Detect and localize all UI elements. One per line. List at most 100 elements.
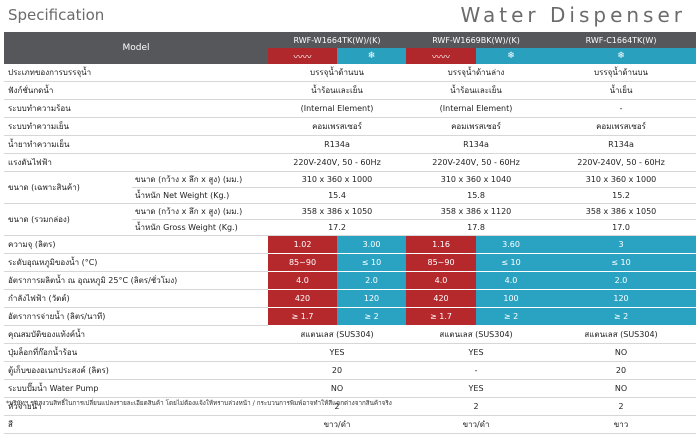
- cell: 220V-240V, 50 - 60Hz: [546, 153, 697, 172]
- cell: บรรจุน้ำด้านล่าง: [406, 64, 547, 82]
- row-label: กำลังไฟฟ้า (วัตต์): [4, 289, 268, 308]
- row-label: ความจุ (ลิตร): [4, 235, 268, 254]
- cell: 20: [268, 361, 407, 380]
- row-label: ตู้เก็บของอเนกประสงค์ (ลิตร): [4, 361, 268, 380]
- sub-label: ขนาด (กว้าง x ลึก x สูง) (มม.): [132, 203, 268, 220]
- cell: 15.8: [406, 187, 547, 204]
- cold-cell: 2.0: [546, 271, 697, 290]
- cell: R134a: [406, 135, 547, 154]
- cell: -: [406, 361, 547, 380]
- cell: น้ำเย็น: [546, 81, 697, 100]
- model-label: Model: [4, 32, 268, 64]
- cell: 2: [406, 397, 547, 416]
- cell: สแตนเลส (SUS304): [546, 325, 697, 344]
- spec-row: อัตราการจ่ายน้ำ (ลิตร/นาที) ≥ 1.7 ≥ 2 ≥ 1.7…: [4, 307, 697, 326]
- section-heading: Specification: [8, 6, 105, 24]
- cell: 310 x 360 x 1040: [406, 171, 547, 188]
- sub-label: ขนาด (กว้าง x ลึก x สูง) (มม.): [132, 171, 268, 188]
- cell: 310 x 360 x 1000: [268, 171, 407, 188]
- cell: R134a: [546, 135, 697, 154]
- hot-cell: ≥ 1.7: [268, 307, 337, 326]
- spec-row: คุณสมบัติของแท้งค์น้ำ สแตนเลส (SUS304) สแต…: [4, 325, 697, 344]
- spec-row: สี ขาว/ดำ ขาว/ดำ ขาว: [4, 415, 697, 434]
- cell: R134a: [268, 135, 407, 154]
- cell: น้ำร้อนและเย็น: [406, 81, 547, 100]
- cell: 220V-240V, 50 - 60Hz: [406, 153, 547, 172]
- spec-row: ขนาด (รวมกล่อง) ขนาด (กว้าง x ลึก x สูง) …: [4, 203, 697, 236]
- cell: ขาว: [546, 415, 697, 434]
- model-name: RWF-C1664TK(W): [546, 32, 697, 48]
- row-label: ระบบทำความเย็น: [4, 117, 268, 136]
- cold-cell: 4.0: [476, 271, 547, 290]
- page-title: Water Dispenser: [460, 3, 686, 27]
- spec-row: อัตราการผลิตน้ำ ณ อุณหภูมิ 25°C (ลิตร/ชั…: [4, 271, 697, 290]
- spec-row: ขนาด (เฉพาะสินค้า) ขนาด (กว้าง x ลึก x สู…: [4, 171, 697, 204]
- spec-table: Model RWF-W1664TK(W)/(K) RWF-W1669BK(W)/…: [4, 32, 697, 434]
- row-label: ปุ่มล็อกที่ก๊อกน้ำร้อน: [4, 343, 268, 362]
- cell: 17.8: [406, 219, 547, 236]
- spec-row: น้ำหนัก Gross Weight (Kg.) 17.2 17.8 17.0: [4, 219, 697, 236]
- heat-waves-icon: 〰〰: [268, 48, 337, 64]
- spec-row: แรงดันไฟฟ้า 220V-240V, 50 - 60Hz 220V-240V…: [4, 153, 697, 172]
- cold-cell: 3.00: [337, 235, 407, 254]
- cell: ขาว/ดำ: [268, 415, 407, 434]
- row-label: ขนาด (เฉพาะสินค้า): [4, 171, 132, 204]
- cell: YES: [268, 343, 407, 362]
- spec-row: ประเภทของการบรรจุน้ำ บรรจุน้ำด้านบน บรรจุน…: [4, 64, 697, 82]
- cell: 358 x 386 x 1050: [546, 203, 697, 220]
- spec-row: ตู้เก็บของอเนกประสงค์ (ลิตร) 20-20: [4, 361, 697, 380]
- row-label: ระดับอุณหภูมิของน้ำ (°C): [4, 253, 268, 272]
- spec-row: ฟังก์ชั่นกดน้ำ น้ำร้อนและเย็น น้ำร้อนและเย…: [4, 81, 697, 100]
- row-label: สี: [4, 415, 268, 434]
- row-label: น้ำยาทำความเย็น: [4, 135, 268, 154]
- hot-cell: 85~90: [268, 253, 337, 272]
- cold-cell: 2.0: [337, 271, 407, 290]
- cell: YES: [406, 343, 547, 362]
- cell: 20: [546, 361, 697, 380]
- row-label: คุณสมบัติของแท้งค์น้ำ: [4, 325, 268, 344]
- model-header-row: Model RWF-W1664TK(W)/(K) RWF-W1669BK(W)/…: [4, 32, 697, 64]
- sub-label: น้ำหนัก Net Weight (Kg.): [132, 187, 268, 204]
- cold-cell: ≤ 10: [546, 253, 697, 272]
- cold-cell: ≤ 10: [337, 253, 407, 272]
- hot-cell: 1.02: [268, 235, 337, 254]
- row-label: แรงดันไฟฟ้า: [4, 153, 268, 172]
- cold-cell: 3: [546, 235, 697, 254]
- cell: 2: [546, 397, 697, 416]
- cell: สแตนเลส (SUS304): [406, 325, 547, 344]
- cold-cell: 100: [476, 289, 547, 308]
- cell: บรรจุน้ำด้านบน: [546, 64, 697, 82]
- cold-cell: ≥ 2: [337, 307, 407, 326]
- feature-icon-row: 〰〰 ❄ 〰〰 ❄ ❄: [4, 48, 697, 64]
- spec-row: ระบบปั๊มน้ำ Water Pump NO YES NO: [4, 379, 697, 398]
- cell: 358 x 386 x 1120: [406, 203, 547, 220]
- cold-cell: 120: [337, 289, 407, 308]
- cell: 15.4: [268, 187, 407, 204]
- spec-row: ความจุ (ลิตร) 1.02 3.00 1.16 3.60 3: [4, 235, 697, 254]
- hot-cell: 4.0: [268, 271, 337, 290]
- spec-row: ระบบทำความเย็น คอมเพรสเซอร์ คอมเพรสเซอร์ คอ…: [4, 117, 697, 136]
- cell: NO: [546, 379, 697, 398]
- row-label: อัตราการจ่ายน้ำ (ลิตร/นาที): [4, 307, 268, 326]
- cell: 220V-240V, 50 - 60Hz: [268, 153, 407, 172]
- cell: 17.2: [268, 219, 407, 236]
- hot-cell: ≥ 1.7: [406, 307, 477, 326]
- row-label: ประเภทของการบรรจุน้ำ: [4, 64, 268, 82]
- cold-cell: 120: [546, 289, 697, 308]
- spec-row: ปุ่มล็อกที่ก๊อกน้ำร้อน YES YES NO: [4, 343, 697, 362]
- cell: คอมเพรสเซอร์: [268, 117, 407, 136]
- cell: น้ำร้อนและเย็น: [268, 81, 407, 100]
- cold-cell: 3.60: [476, 235, 547, 254]
- cell: 358 x 386 x 1050: [268, 203, 407, 220]
- row-label: ระบบปั๊มน้ำ Water Pump: [4, 379, 268, 398]
- cell: (Internal Element): [406, 99, 547, 118]
- cell: คอมเพรสเซอร์: [406, 117, 547, 136]
- spec-row: น้ำหนัก Net Weight (Kg.) 15.4 15.8 15.2: [4, 187, 697, 204]
- cold-cell: ≥ 2: [546, 307, 697, 326]
- model-name: RWF-W1669BK(W)/(K): [406, 32, 547, 48]
- snowflake-icon: ❄: [337, 48, 407, 64]
- cell: สแตนเลส (SUS304): [268, 325, 407, 344]
- heat-waves-icon: 〰〰: [406, 48, 477, 64]
- cell: 310 x 360 x 1000: [546, 171, 697, 188]
- spec-row: กำลังไฟฟ้า (วัตต์) 420 120 420 100 120: [4, 289, 697, 308]
